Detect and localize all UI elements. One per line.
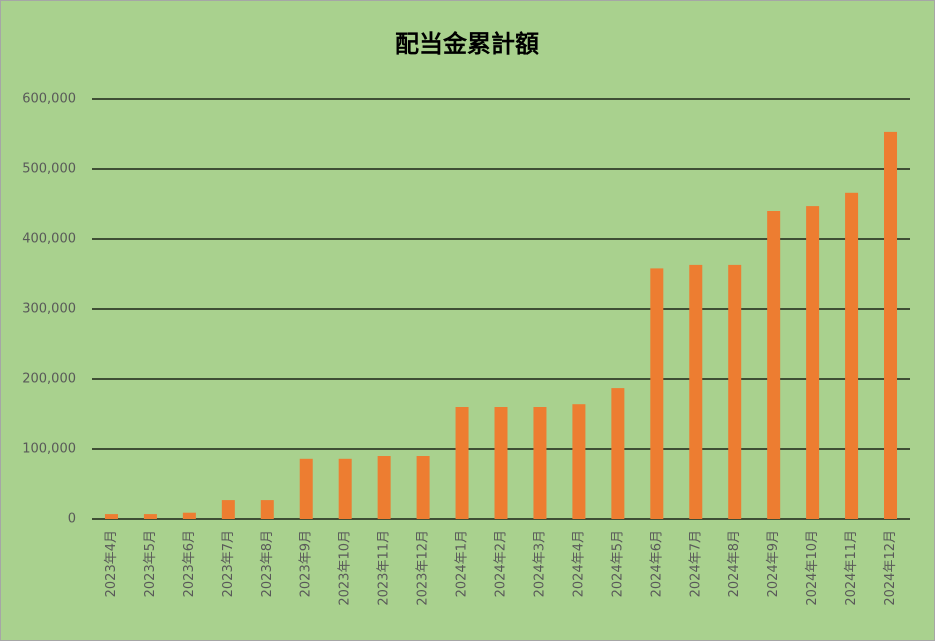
bar <box>806 206 820 519</box>
bar <box>377 456 391 519</box>
bar <box>650 268 664 519</box>
y-tick-label: 400,000 <box>22 232 76 247</box>
x-tick-label: 2023年4月 <box>104 530 119 597</box>
x-tick-label: 2024年3月 <box>532 530 547 597</box>
y-tick-label: 300,000 <box>22 302 76 317</box>
bar <box>494 407 508 519</box>
y-tick-label: 100,000 <box>22 442 76 457</box>
x-tick-label: 2023年10月 <box>338 530 353 606</box>
bar <box>767 211 781 519</box>
bar <box>260 500 274 519</box>
x-tick-label: 2024年7月 <box>688 530 703 597</box>
x-tick-label: 2023年9月 <box>299 530 314 597</box>
y-tick-label: 600,000 <box>22 92 76 107</box>
bar <box>416 456 430 519</box>
chart-title: 配当金累計額 <box>395 30 539 58</box>
y-tick-label: 200,000 <box>22 372 76 387</box>
bar <box>533 407 547 519</box>
y-tick-label: 500,000 <box>22 162 76 177</box>
bar <box>182 512 196 519</box>
x-tick-label: 2024年2月 <box>494 530 509 597</box>
x-tick-label: 2024年1月 <box>455 530 470 597</box>
x-tick-label: 2023年5月 <box>143 530 158 597</box>
x-tick-label: 2024年4月 <box>571 530 586 597</box>
bar <box>143 514 157 519</box>
x-tick-label: 2023年12月 <box>416 530 431 606</box>
bar <box>104 514 118 519</box>
x-tick-label: 2023年8月 <box>260 530 275 597</box>
x-tick-label: 2024年11月 <box>844 530 859 606</box>
bar <box>455 407 469 519</box>
y-tick-label: 0 <box>68 512 76 527</box>
bar <box>689 264 703 519</box>
x-tick-label: 2023年11月 <box>377 530 392 606</box>
x-tick-label: 2023年7月 <box>221 530 236 597</box>
bar <box>572 404 586 519</box>
x-tick-label: 2024年12月 <box>883 530 898 606</box>
x-tick-label: 2023年6月 <box>182 530 197 597</box>
bar <box>338 458 352 519</box>
bar <box>221 500 235 519</box>
x-tick-label: 2024年5月 <box>610 530 625 597</box>
bar <box>299 458 313 519</box>
x-tick-label: 2024年9月 <box>766 530 781 597</box>
bar <box>728 264 742 519</box>
x-tick-label: 2024年6月 <box>649 530 664 597</box>
x-tick-label: 2024年10月 <box>805 530 820 606</box>
x-tick-label: 2024年8月 <box>727 530 742 597</box>
bar <box>845 192 859 520</box>
bar <box>884 131 898 519</box>
bar <box>611 388 625 519</box>
